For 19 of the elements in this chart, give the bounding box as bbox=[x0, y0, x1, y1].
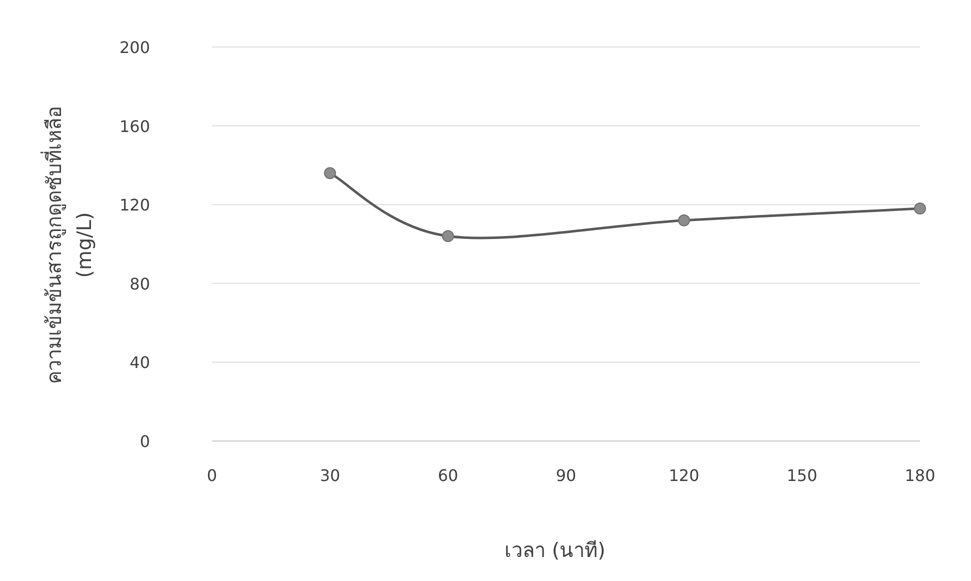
point bbox=[324, 167, 336, 180]
x-tick-label: 90 bbox=[556, 466, 576, 485]
x-tick-label: 120 bbox=[668, 466, 700, 485]
x-tick-label: 0 bbox=[206, 466, 218, 485]
point bbox=[678, 214, 690, 226]
y-tick-label: 120 bbox=[119, 196, 150, 215]
y-tick-label: 0 bbox=[140, 432, 150, 451]
y-axis-title: ความเข้มข้นสารถูกดูดซับที่เหลือ (mg/L) bbox=[40, 106, 96, 384]
y-tick-label: 200 bbox=[119, 38, 150, 57]
x-tick-label: 150 bbox=[786, 466, 818, 485]
x-axis-title: เวลา (นาที) bbox=[504, 538, 606, 562]
y-tick-label: 40 bbox=[130, 353, 150, 372]
point bbox=[914, 202, 926, 215]
x-tick-label: 30 bbox=[320, 466, 340, 485]
y-tick-label: 80 bbox=[130, 274, 150, 294]
x-tick-label: 60 bbox=[438, 466, 458, 485]
x-tick-label: 180 bbox=[904, 466, 936, 485]
y-tick-label: 160 bbox=[119, 116, 150, 136]
point bbox=[442, 230, 454, 242]
